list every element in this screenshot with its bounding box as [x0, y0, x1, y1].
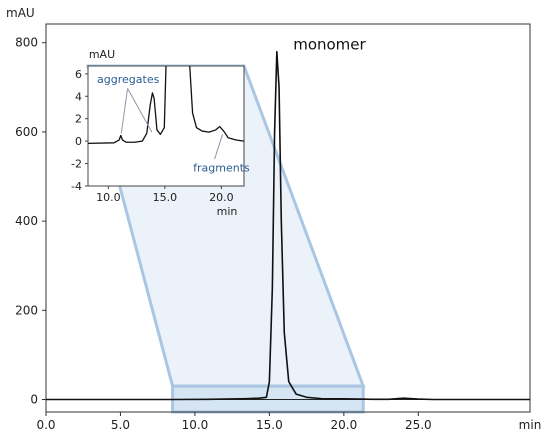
x-tick-label: 0.0	[36, 418, 55, 432]
y-tick-label: 0	[30, 393, 38, 407]
x-tick-label: 5.0	[111, 418, 130, 432]
inset-y-tick-label: 6	[75, 68, 82, 81]
main-plot: 0 200 400 600 800 0.0 5.0 10.0 15.0 20.0 25.0 mAU mi…	[6, 6, 541, 432]
x-tick-label: 25.0	[405, 418, 432, 432]
inset-y-axis-unit: mAU	[89, 48, 115, 61]
inset-y-tick-label: 4	[75, 90, 82, 103]
chromatogram-trace	[46, 50, 530, 401]
inset-y-tick-label: -2	[71, 158, 82, 171]
y-tick-label: 600	[15, 125, 38, 139]
main-plot-frame	[45, 23, 531, 413]
inset-x-tick-label: 10.0	[96, 191, 121, 204]
inset-x-axis-unit: min	[217, 205, 238, 218]
y-tick-label: 400	[15, 214, 38, 228]
aggregates-leader-2	[127, 88, 153, 133]
y-tick-label: 800	[15, 36, 38, 50]
inset-traces	[88, 66, 244, 145]
inset-x-tick-label: 20.0	[209, 191, 234, 204]
inset-y-tick-label: 0	[75, 135, 82, 148]
monomer-label: monomer	[293, 35, 366, 53]
inset-trace	[88, 66, 167, 145]
inset-y-tick-label: -4	[71, 180, 82, 193]
x-tick-label: 15.0	[256, 418, 283, 432]
x-axis-unit: min	[519, 418, 542, 432]
x-tick-label: 10.0	[182, 418, 209, 432]
y-tick-label: 200	[15, 303, 38, 317]
inset-y-tick-label: 2	[75, 113, 82, 126]
fragments-label: fragments	[193, 161, 250, 174]
fragments-leader	[214, 134, 223, 160]
inset-trace	[189, 66, 244, 142]
x-tick-label: 20.0	[330, 418, 357, 432]
aggregates-label: aggregates	[97, 73, 160, 86]
inset-x-tick-label: 15.0	[153, 191, 178, 204]
y-axis-unit: mAU	[6, 6, 35, 20]
aggregates-leader-1	[120, 88, 129, 134]
inset-plot: -4 -2 0 2 4 6 10.0 15.0 20.0 mAU min aggregates frag…	[71, 48, 250, 218]
